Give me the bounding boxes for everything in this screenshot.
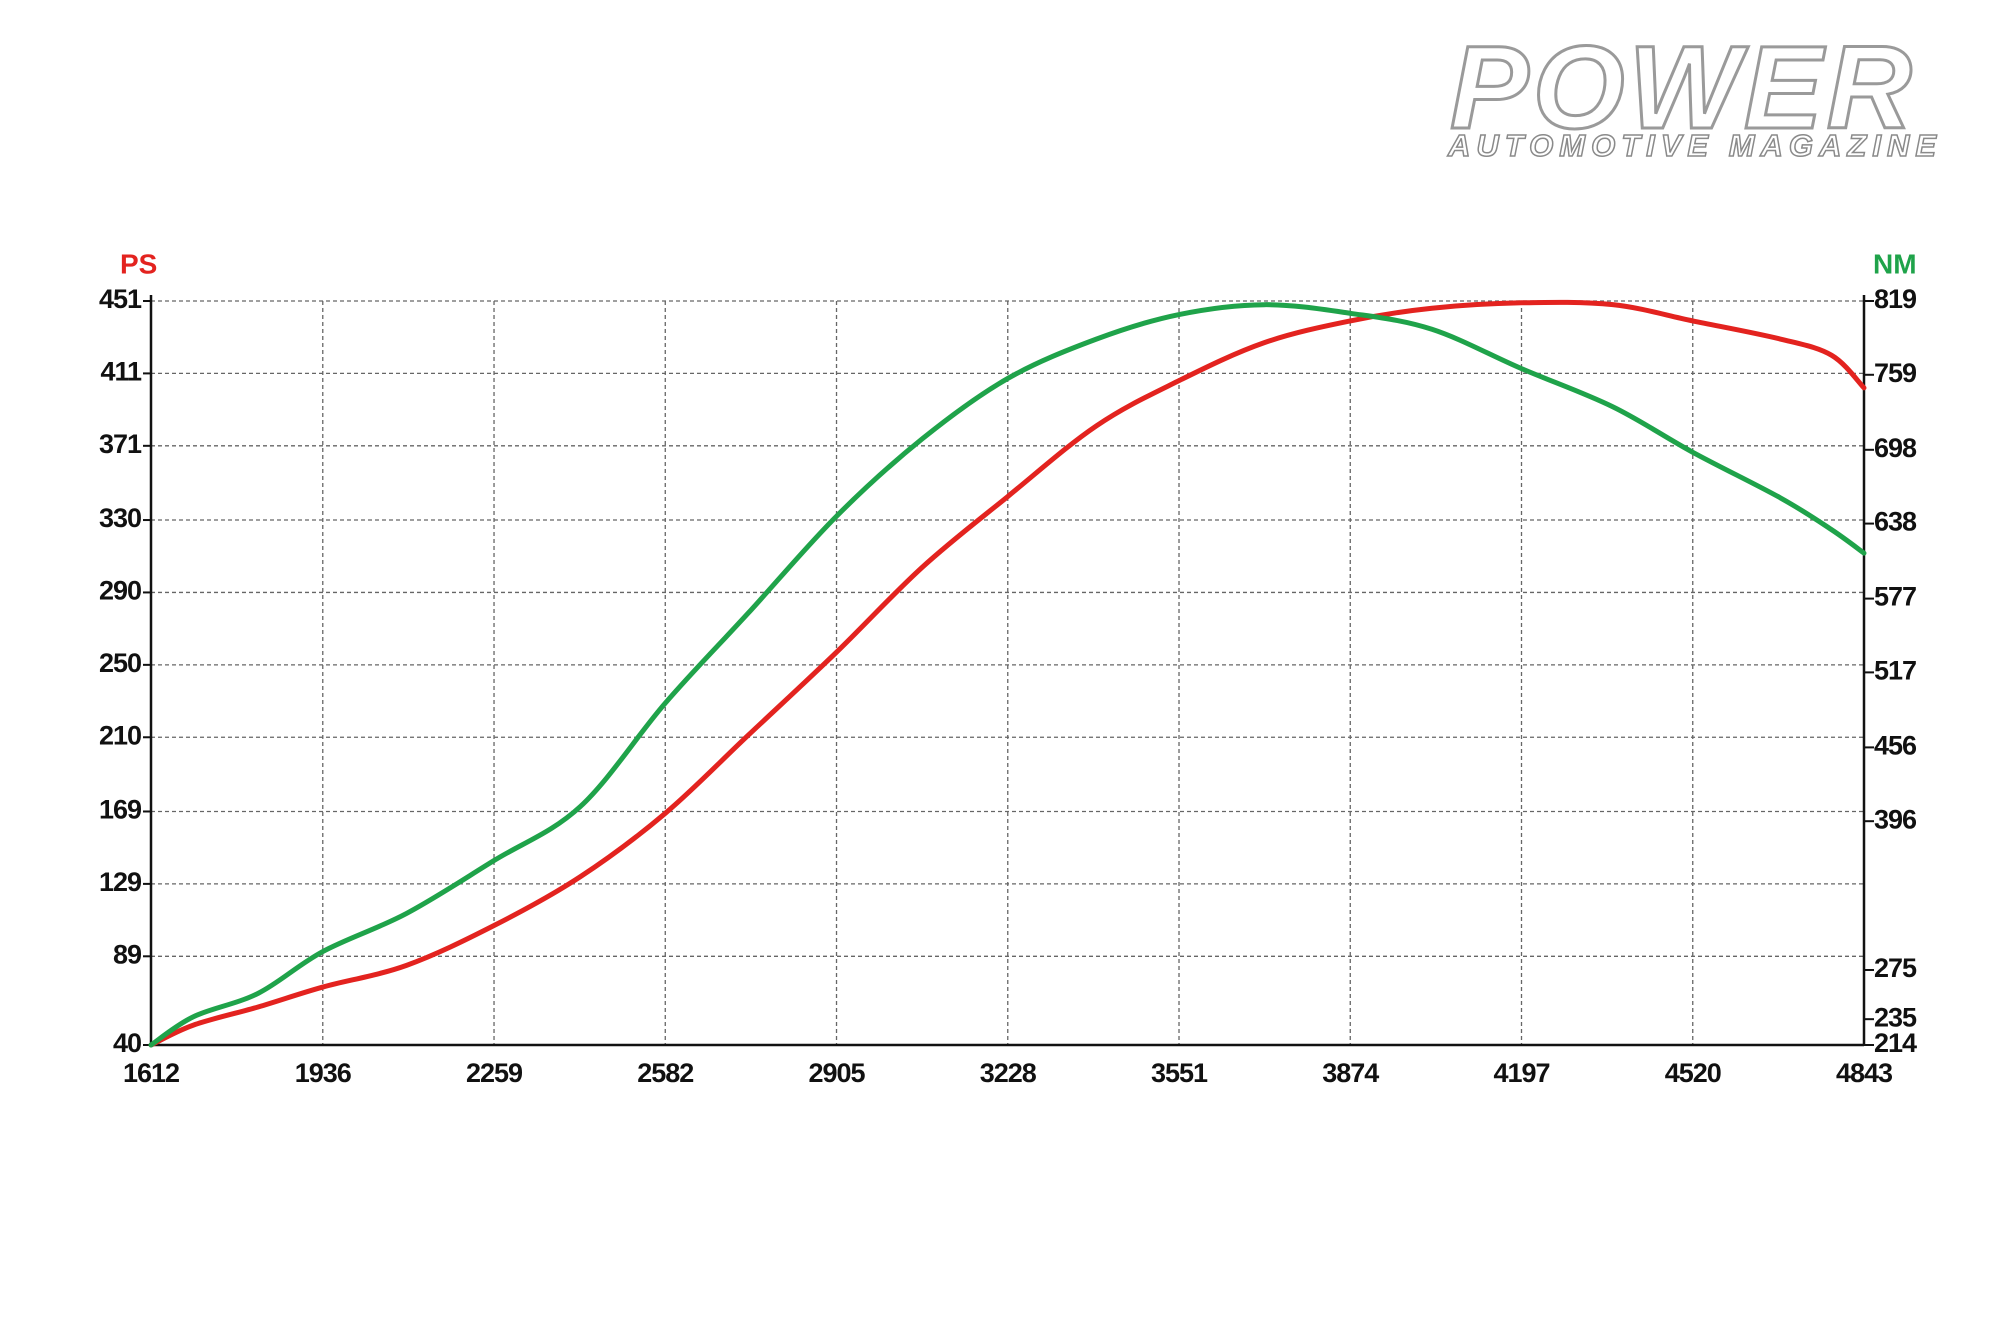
y2-tick-label: 396 <box>1874 804 1917 834</box>
y2-tick-label: 759 <box>1874 358 1917 388</box>
y2-tick-label: 698 <box>1874 433 1917 463</box>
x-tick-label: 2582 <box>637 1058 693 1088</box>
y-tick-label: 40 <box>113 1028 141 1058</box>
y2-tick-label: 638 <box>1874 507 1917 537</box>
x-tick-label: 2259 <box>466 1058 523 1088</box>
y-tick-label: 250 <box>99 648 141 678</box>
y2-axis-label: NM <box>1873 248 1917 279</box>
y-tick-label: 210 <box>99 720 141 750</box>
data-line <box>148 299 1867 1048</box>
y-tick-label: 411 <box>100 357 142 387</box>
y2-tick-label: 456 <box>1874 731 1917 761</box>
x-tick-label: 3228 <box>980 1058 1037 1088</box>
y-tick-label: 451 <box>99 284 142 314</box>
x-tick-label: 2905 <box>808 1058 865 1088</box>
x-tick-label: 3551 <box>1151 1058 1208 1088</box>
brand-tagline: AUTOMOTIVE MAGAZINE <box>1447 128 1942 163</box>
y2-tick-label: 819 <box>1874 284 1917 314</box>
y-tick-label: 169 <box>99 795 142 825</box>
data-line <box>148 302 1867 1048</box>
y2-tick-label: 275 <box>1874 953 1917 983</box>
y-axis-label: PS <box>120 248 157 279</box>
y2-tick-label: 517 <box>1874 656 1916 686</box>
x-tick-label: 4843 <box>1836 1058 1893 1088</box>
x-tick-label: 4520 <box>1665 1058 1721 1088</box>
y-tick-label: 290 <box>99 576 141 606</box>
x-tick-label: 1936 <box>295 1058 352 1088</box>
brand-name: POWER <box>1450 22 1916 154</box>
y2-tick-label: 235 <box>1874 1002 1917 1032</box>
y-tick-label: 330 <box>99 503 141 533</box>
y-tick-label: 89 <box>113 939 142 969</box>
y2-tick-label: 577 <box>1874 582 1916 612</box>
y2-tick-label: 214 <box>1874 1028 1917 1058</box>
y-tick-label: 371 <box>99 429 142 459</box>
x-tick-label: 1612 <box>123 1058 179 1088</box>
x-tick-label: 3874 <box>1322 1058 1379 1088</box>
x-tick-label: 4197 <box>1493 1058 1549 1088</box>
y-tick-label: 129 <box>99 867 142 897</box>
